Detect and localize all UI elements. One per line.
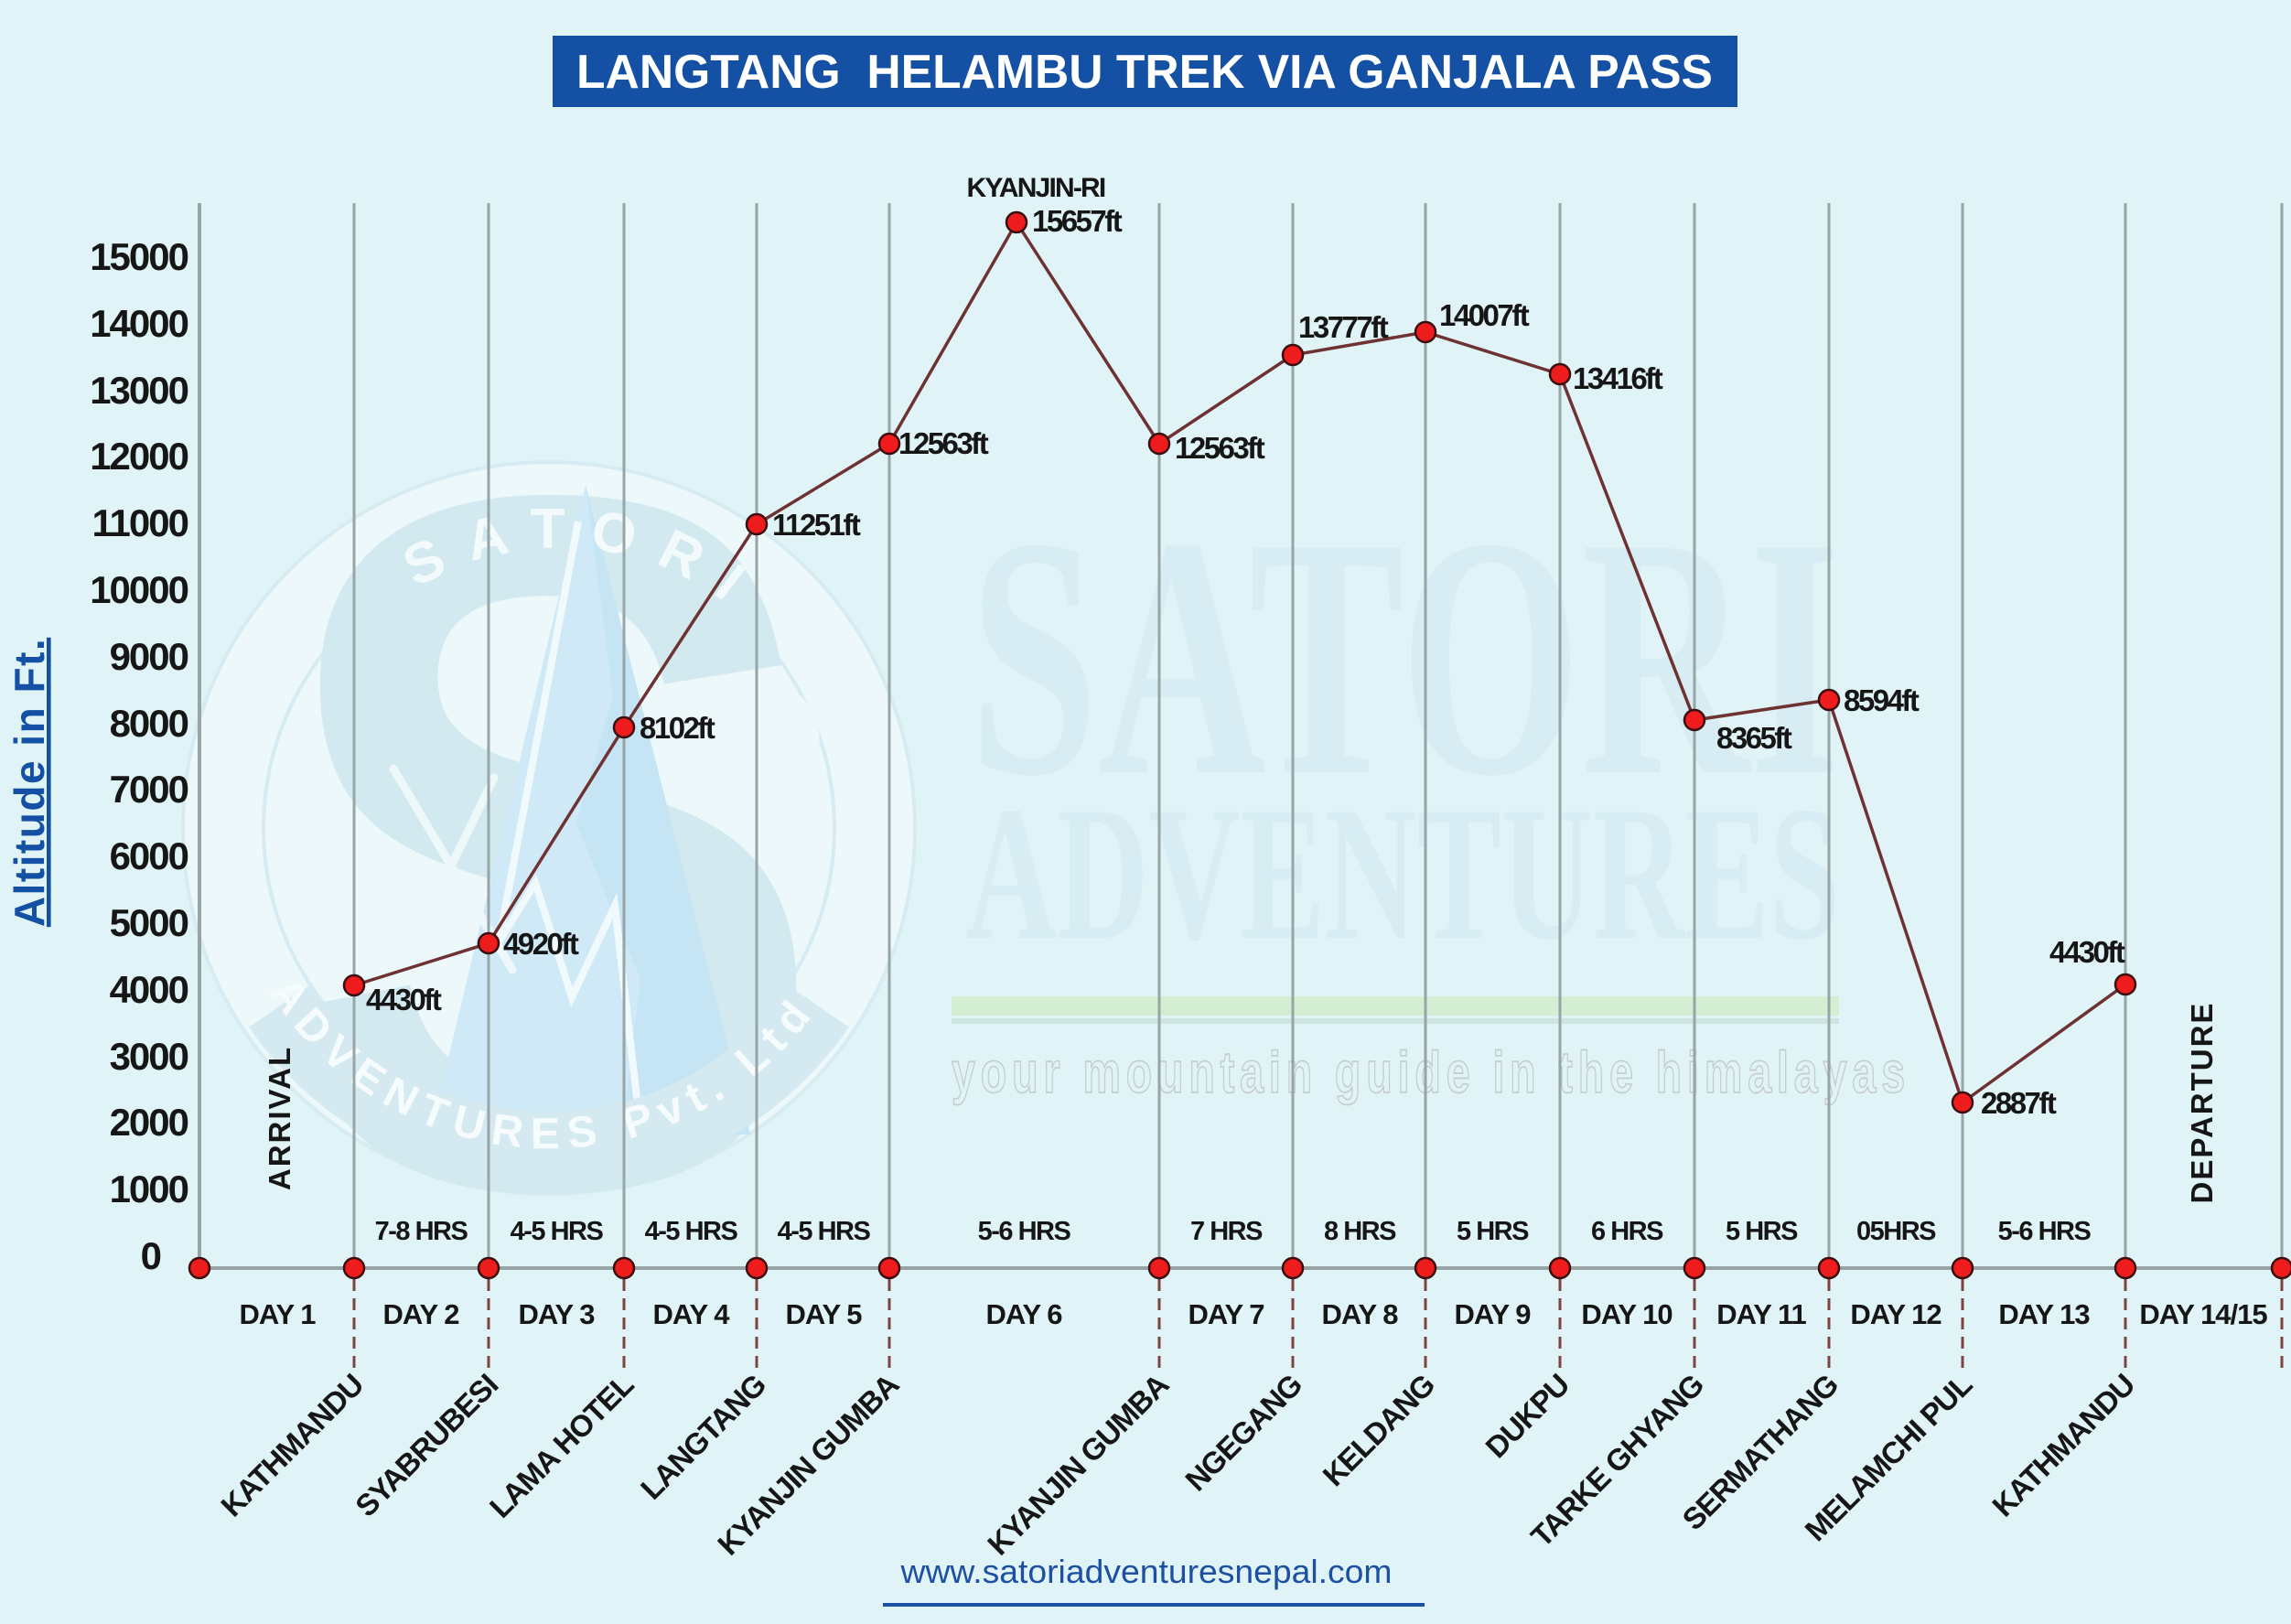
svg-text:14007ft: 14007ft xyxy=(1439,298,1530,332)
svg-text:4-5 HRS: 4-5 HRS xyxy=(511,1217,604,1246)
svg-text:15657ft: 15657ft xyxy=(1032,204,1123,238)
svg-text:13000: 13000 xyxy=(90,369,188,412)
svg-text:5 HRS: 5 HRS xyxy=(1457,1217,1529,1246)
svg-text:10000: 10000 xyxy=(90,568,188,611)
svg-text:4-5 HRS: 4-5 HRS xyxy=(645,1217,738,1246)
svg-text:DAY 1: DAY 1 xyxy=(240,1298,317,1330)
svg-text:1000: 1000 xyxy=(110,1167,188,1210)
svg-text:6000: 6000 xyxy=(110,834,188,877)
svg-text:DAY 8: DAY 8 xyxy=(1322,1298,1399,1330)
svg-text:4920ft: 4920ft xyxy=(503,927,579,961)
svg-text:DAY 9: DAY 9 xyxy=(1455,1298,1532,1330)
svg-text:05HRS: 05HRS xyxy=(1856,1217,1936,1246)
svg-text:11251ft: 11251ft xyxy=(772,508,861,542)
svg-text:ARRIVAL: ARRIVAL xyxy=(263,1046,296,1190)
svg-text:8000: 8000 xyxy=(110,702,188,745)
svg-text:4430ft: 4430ft xyxy=(366,983,442,1016)
svg-text:2000: 2000 xyxy=(110,1101,188,1144)
svg-text:DAY 5: DAY 5 xyxy=(786,1298,863,1330)
svg-text:11000: 11000 xyxy=(92,501,188,544)
svg-text:Altitude in Ft.: Altitude in Ft. xyxy=(5,638,53,927)
svg-text:KYANJIN-RI: KYANJIN-RI xyxy=(967,173,1105,203)
svg-text:DAY 14/15: DAY 14/15 xyxy=(2139,1298,2267,1330)
svg-text:5-6 HRS: 5-6 HRS xyxy=(1998,1217,2092,1246)
svg-text:5000: 5000 xyxy=(110,901,188,944)
svg-text:DAY 12: DAY 12 xyxy=(1850,1298,1941,1330)
svg-text:3000: 3000 xyxy=(110,1035,188,1078)
svg-text:8102ft: 8102ft xyxy=(640,711,715,745)
svg-text:13777ft: 13777ft xyxy=(1298,310,1389,344)
svg-text:8594ft: 8594ft xyxy=(1844,683,1920,717)
svg-text:15000: 15000 xyxy=(90,235,188,278)
svg-text:8365ft: 8365ft xyxy=(1716,721,1792,755)
svg-text:DAY 3: DAY 3 xyxy=(519,1298,596,1330)
svg-text:DAY 4: DAY 4 xyxy=(653,1298,731,1330)
svg-text:14000: 14000 xyxy=(90,302,188,345)
svg-text:7-8 HRS: 7-8 HRS xyxy=(375,1217,468,1246)
svg-text:DEPARTURE: DEPARTURE xyxy=(2185,1002,2219,1204)
svg-text:13416ft: 13416ft xyxy=(1573,361,1663,395)
svg-text:4-5 HRS: 4-5 HRS xyxy=(778,1217,871,1246)
svg-text:8 HRS: 8 HRS xyxy=(1324,1217,1396,1246)
svg-text:7 HRS: 7 HRS xyxy=(1190,1217,1263,1246)
svg-text:5 HRS: 5 HRS xyxy=(1726,1217,1798,1246)
svg-text:0: 0 xyxy=(141,1234,161,1277)
svg-text:DAY 7: DAY 7 xyxy=(1189,1298,1264,1330)
svg-text:DAY 11: DAY 11 xyxy=(1716,1298,1806,1330)
svg-text:4430ft: 4430ft xyxy=(2049,935,2125,969)
svg-text:ADVENTURES: ADVENTURES xyxy=(965,768,1840,980)
svg-text:4000: 4000 xyxy=(110,968,188,1011)
svg-text:DAY 13: DAY 13 xyxy=(1998,1298,2090,1330)
svg-text:DAY 2: DAY 2 xyxy=(383,1298,459,1330)
svg-text:LANGTANG HELAMBU TREK VIA GAN: LANGTANG HELAMBU TREK VIA GANJALA PASS xyxy=(576,46,1713,99)
svg-text:5-6 HRS: 5-6 HRS xyxy=(978,1217,1071,1246)
svg-text:your mountain guide in the him: your mountain guide in the himalayas xyxy=(952,1039,1910,1105)
svg-text:12563ft: 12563ft xyxy=(1175,431,1265,465)
svg-text:2887ft: 2887ft xyxy=(1981,1086,2057,1120)
svg-text:DAY 6: DAY 6 xyxy=(986,1298,1063,1330)
svg-text:www.satoriadventuresnepal.com: www.satoriadventuresnepal.com xyxy=(899,1553,1392,1590)
svg-text:6 HRS: 6 HRS xyxy=(1591,1217,1663,1246)
svg-text:9000: 9000 xyxy=(110,635,188,678)
svg-text:7000: 7000 xyxy=(110,768,188,811)
svg-text:12000: 12000 xyxy=(90,435,188,478)
svg-text:DAY 10: DAY 10 xyxy=(1581,1298,1672,1330)
svg-text:12563ft: 12563ft xyxy=(898,426,989,460)
